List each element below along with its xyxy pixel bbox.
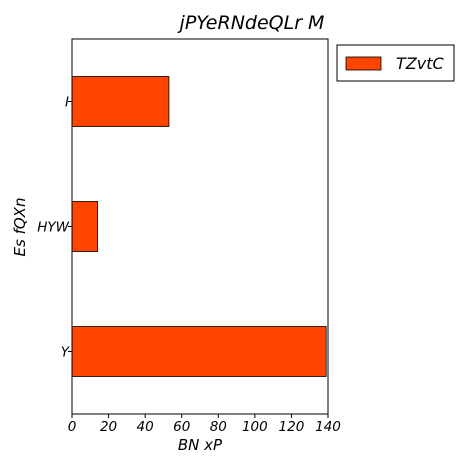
- y-tick-label: I: [65, 95, 69, 111]
- x-tick-label: 80: [210, 419, 227, 435]
- legend: TZvtC: [336, 44, 455, 82]
- bar: [71, 201, 99, 252]
- x-tick-label: 120: [279, 419, 305, 435]
- x-tick-label: 20: [100, 419, 117, 435]
- x-ticks: 0 20 40 60 80 100 120 140: [68, 414, 341, 435]
- bar: [71, 326, 327, 377]
- x-tick-label: 100: [242, 419, 268, 435]
- x-tick-label: 40: [137, 419, 154, 435]
- plot-frame: [71, 38, 329, 415]
- bar: [71, 76, 170, 127]
- x-tick-label: 140: [315, 419, 341, 435]
- x-axis-label: BN xP: [178, 436, 223, 454]
- x-tick-label: 0: [68, 419, 77, 435]
- y-axis-label: Es fQXn: [11, 198, 29, 257]
- y-ticks: I HYW Y: [37, 95, 72, 361]
- bars-group: [71, 76, 327, 377]
- x-tick-label: 60: [173, 419, 190, 435]
- legend-label: TZvtC: [396, 54, 444, 73]
- y-tick-label: HYW: [37, 220, 69, 236]
- chart-title: jPYeRNdeQLr M: [177, 12, 325, 34]
- legend-swatch: [345, 56, 382, 71]
- y-tick-label: Y: [61, 345, 71, 361]
